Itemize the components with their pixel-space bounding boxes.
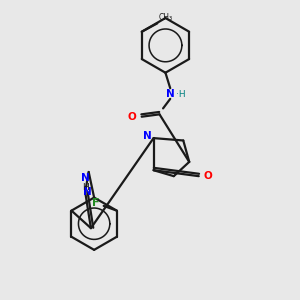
Text: N: N (81, 173, 89, 183)
Text: F: F (92, 199, 99, 208)
Text: O: O (128, 112, 136, 122)
Text: N: N (143, 131, 152, 141)
Text: ·H: ·H (176, 90, 186, 99)
Text: N: N (83, 187, 92, 197)
Text: N: N (166, 89, 175, 99)
Text: CH₃: CH₃ (158, 13, 172, 22)
Text: O: O (204, 171, 213, 181)
Text: H: H (82, 183, 88, 192)
